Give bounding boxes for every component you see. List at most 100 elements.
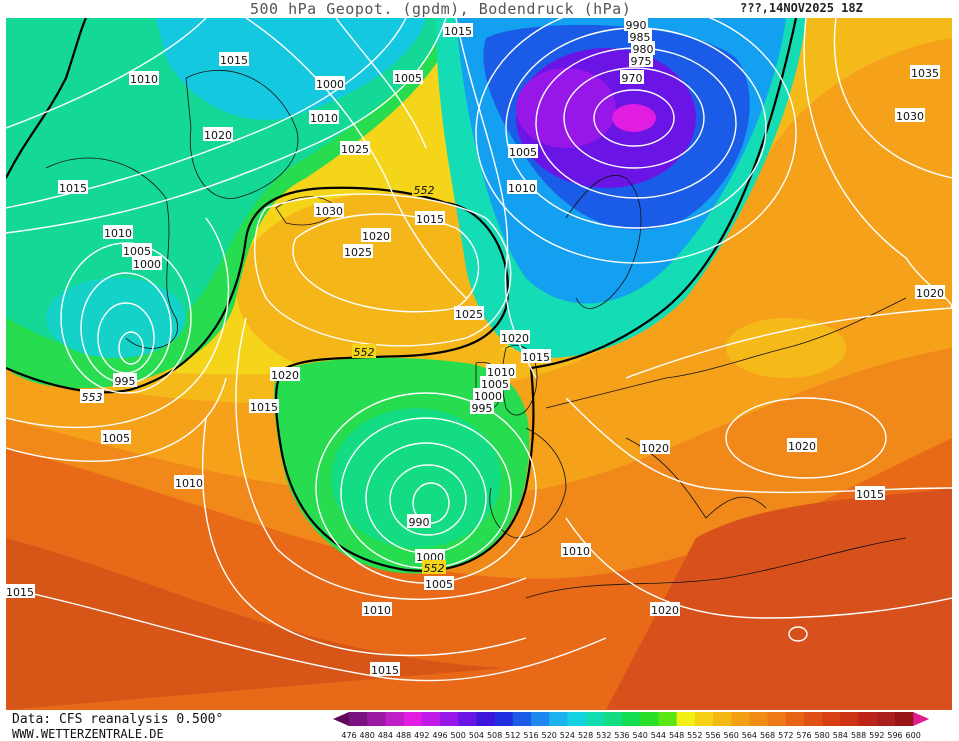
isobar-label: 1010 bbox=[562, 545, 590, 558]
legend-value-label: 484 bbox=[378, 731, 393, 740]
legend-value-label: 560 bbox=[724, 731, 739, 740]
isobar-label: 980 bbox=[633, 43, 654, 56]
legend-color-box bbox=[858, 712, 878, 726]
geopotential-label: 552 bbox=[354, 346, 375, 359]
website-url[interactable]: WWW.WETTERZENTRALE.DE bbox=[12, 727, 164, 741]
isobar-label: 1020 bbox=[788, 440, 816, 453]
legend-color-box bbox=[531, 712, 550, 726]
legend-color-box bbox=[367, 712, 386, 726]
isobar-label: 1015 bbox=[250, 401, 278, 414]
legend-value-label: 592 bbox=[869, 731, 884, 740]
isobar-label: 1005 bbox=[123, 245, 151, 258]
legend-value-label: 576 bbox=[796, 731, 811, 740]
legend-value-label: 600 bbox=[906, 731, 921, 740]
isobar-label: 1015 bbox=[371, 664, 399, 677]
title-bar: 500 hPa Geopot. (gpdm), Bodendruck (hPa)… bbox=[0, 0, 959, 18]
isobar-label: 1020 bbox=[651, 604, 679, 617]
footer: Data: CFS reanalysis 0.500° WWW.WETTERZE… bbox=[0, 710, 959, 741]
isobar-label: 1005 bbox=[102, 432, 130, 445]
isobar-label: 1005 bbox=[509, 146, 537, 159]
isobar-label: 1020 bbox=[641, 442, 669, 455]
coast-north-africa bbox=[525, 537, 907, 599]
legend-value-label: 588 bbox=[851, 731, 866, 740]
isobar-label: 985 bbox=[630, 31, 651, 44]
legend-color-box bbox=[785, 712, 805, 726]
atlantic-cutoff-core bbox=[331, 408, 501, 548]
contour-552-east bbox=[530, 18, 798, 370]
pressure-labels: 1015 1010 1020 1015 1010 1005 1000 995 5… bbox=[6, 18, 945, 677]
isobar-label: 1010 bbox=[487, 366, 515, 379]
isobar-label: 1010 bbox=[310, 112, 338, 125]
legend-value-label: 492 bbox=[414, 731, 429, 740]
isobars bbox=[6, 18, 952, 682]
legend-color-box bbox=[512, 712, 532, 726]
legend-value-label: 524 bbox=[560, 731, 575, 740]
isobar-label: 990 bbox=[626, 19, 647, 32]
isobar-label: 1015 bbox=[856, 488, 884, 501]
legend-color-box bbox=[676, 712, 696, 726]
isobar-label: 1020 bbox=[271, 369, 299, 382]
contour-552-west bbox=[6, 186, 447, 394]
color-legend: 476 480 484 488 492 496 500 504 508 512 516 520 524 5… bbox=[333, 712, 930, 740]
legend-color-box bbox=[585, 712, 605, 726]
map-area[interactable]: 1015 1010 1020 1015 1010 1005 1000 995 5… bbox=[6, 18, 952, 710]
isobar-label: 1030 bbox=[315, 205, 343, 218]
legend-value-label: 540 bbox=[633, 731, 648, 740]
isobar-label: 1010 bbox=[130, 73, 158, 86]
legend-arrow-right bbox=[913, 712, 930, 726]
legend-value-label: 488 bbox=[396, 731, 411, 740]
legend-value-label: 584 bbox=[833, 731, 848, 740]
isobar-label: 1020 bbox=[204, 129, 232, 142]
legend-value-label: 564 bbox=[742, 731, 757, 740]
isobar-label: 1000 bbox=[474, 390, 502, 403]
isobar-label: 1010 bbox=[363, 604, 391, 617]
legend-value-label: 580 bbox=[815, 731, 830, 740]
isobar-label: 1010 bbox=[104, 227, 132, 240]
isobar-label: 970 bbox=[622, 72, 643, 85]
isobar-label: 995 bbox=[115, 375, 136, 388]
legend-color-box bbox=[549, 712, 568, 726]
legend-color-box bbox=[603, 712, 623, 726]
isobar-label: 1025 bbox=[455, 308, 483, 321]
legend-value-label: 572 bbox=[778, 731, 793, 740]
isobar-label: 1030 bbox=[896, 110, 924, 123]
legend-value-label: 552 bbox=[687, 731, 702, 740]
legend-value-label: 544 bbox=[651, 731, 666, 740]
isobar-label: 1025 bbox=[341, 143, 369, 156]
coast-mediterranean bbox=[625, 437, 767, 519]
legend-color-box bbox=[403, 712, 423, 726]
ridge-core bbox=[236, 193, 536, 383]
isobar-label: 1015 bbox=[444, 25, 472, 38]
coast-north-europe bbox=[545, 297, 907, 409]
legend-color-box bbox=[876, 712, 896, 726]
isobar-label: 975 bbox=[631, 55, 652, 68]
legend-value-label: 496 bbox=[432, 731, 447, 740]
coast-labrador bbox=[45, 157, 178, 349]
legend-arrow-left bbox=[333, 712, 349, 726]
legend-value-label: 536 bbox=[614, 731, 629, 740]
legend-color-box bbox=[476, 712, 496, 726]
contour-552-central bbox=[274, 201, 535, 572]
legend-color-box bbox=[895, 712, 914, 726]
isobar-label: 1010 bbox=[508, 182, 536, 195]
legend-value-label: 512 bbox=[505, 731, 520, 740]
isobar-label: 990 bbox=[409, 516, 430, 529]
legend-value-label: 480 bbox=[360, 731, 375, 740]
map-date: ???,14NOV2025 18Z bbox=[740, 1, 863, 15]
legend-value-label: 556 bbox=[705, 731, 720, 740]
isobar-label: 1010 bbox=[175, 477, 203, 490]
geopotential-label: 553 bbox=[82, 391, 103, 404]
isobar-label: 1000 bbox=[133, 258, 161, 271]
legend-color-box bbox=[458, 712, 477, 726]
legend-color-box bbox=[713, 712, 732, 726]
legend-value-label: 500 bbox=[451, 731, 466, 740]
isobar-label: 1005 bbox=[425, 578, 453, 591]
contour-552-north bbox=[6, 18, 87, 179]
legend-color-box bbox=[840, 712, 860, 726]
africa-warm-zone bbox=[606, 488, 952, 710]
legend-color-box bbox=[804, 712, 823, 726]
isobar-label: 1020 bbox=[916, 287, 944, 300]
weather-map[interactable]: 1015 1010 1020 1015 1010 1005 1000 995 5… bbox=[6, 18, 952, 710]
map-title: 500 hPa Geopot. (gpdm), Bodendruck (hPa) bbox=[250, 0, 632, 18]
isobar-label: 1025 bbox=[344, 246, 372, 259]
